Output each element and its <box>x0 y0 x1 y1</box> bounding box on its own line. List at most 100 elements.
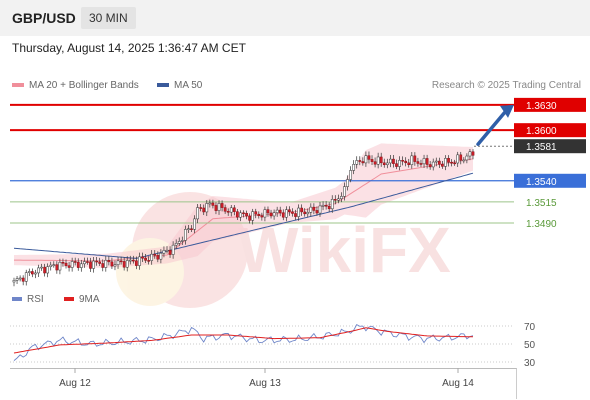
candle-body <box>337 198 340 201</box>
legend-rsi-label: RSI <box>27 294 44 305</box>
legend-ma50-label: MA 50 <box>174 80 203 91</box>
candle-body <box>419 163 423 165</box>
candle-body <box>180 240 184 242</box>
candle-body <box>450 161 453 164</box>
candle-body <box>119 260 123 263</box>
candle-body <box>257 213 261 216</box>
candle-body <box>434 160 438 163</box>
price-label-1-3630: 1.3630 <box>514 97 586 112</box>
candle-body <box>177 241 181 244</box>
candle-body <box>122 261 126 268</box>
candle-body <box>278 209 282 213</box>
candle-body <box>382 162 386 166</box>
candle-body <box>113 264 117 267</box>
candle-body <box>217 203 221 211</box>
candle-body <box>107 259 111 263</box>
rsi-tick-70: 70 <box>524 322 536 333</box>
candle-body <box>52 264 56 266</box>
candle-body <box>465 155 469 161</box>
x-label-Aug-13: Aug 13 <box>249 378 281 389</box>
candle-body <box>15 278 19 281</box>
candle-body <box>223 207 227 212</box>
candle-body <box>291 211 294 214</box>
candle-body <box>468 151 472 157</box>
candle-body <box>370 159 374 162</box>
candle-body <box>31 271 34 275</box>
candle-body <box>275 209 279 213</box>
candle-body <box>407 162 411 165</box>
candle-body <box>309 206 313 213</box>
candle-body <box>245 212 248 217</box>
x-label-Aug-12: Aug 12 <box>59 378 91 389</box>
rsi-tick-30: 30 <box>524 358 536 369</box>
candle-body <box>361 161 365 164</box>
rsi-line <box>13 323 474 361</box>
price-label-bg <box>514 97 586 112</box>
candle-body <box>58 262 62 271</box>
ma9-swatch <box>64 297 74 302</box>
candle-body <box>303 211 307 215</box>
price-label-text: 1.3630 <box>526 101 557 112</box>
candle-body <box>205 203 209 213</box>
candle-body <box>128 259 132 262</box>
candle-body <box>64 262 68 266</box>
candle-body <box>431 161 435 168</box>
price-label-text: 1.3540 <box>526 177 557 188</box>
candle-body <box>404 160 408 164</box>
candle-body <box>229 207 233 213</box>
legend-ma20: MA 20 + Bollinger Bands <box>12 80 139 91</box>
candle-body <box>385 162 389 166</box>
candle-body <box>392 158 395 164</box>
candle-body <box>321 204 325 207</box>
candle-body <box>236 211 239 218</box>
candle-body <box>462 159 466 162</box>
candle-body <box>138 256 141 266</box>
price-label-1-3515: 1.3515 <box>526 198 557 209</box>
price-label-1-3581: 1.3581 <box>514 139 586 154</box>
candle-body <box>349 170 352 180</box>
candle-body <box>437 160 441 165</box>
candle-body <box>300 207 303 213</box>
candle-body <box>190 228 193 230</box>
candle-body <box>416 161 420 164</box>
candle-body <box>24 272 28 282</box>
candle-body <box>379 156 383 164</box>
candle-body <box>422 158 426 165</box>
candle-body <box>156 255 160 260</box>
candle-body <box>239 212 242 218</box>
candle-body <box>98 261 102 264</box>
candle-body <box>70 261 74 268</box>
candle-body <box>401 160 404 162</box>
time-axis-frame <box>10 368 517 399</box>
candle-body <box>86 261 89 263</box>
candle-body <box>220 203 224 208</box>
candle-body <box>373 161 377 165</box>
candle-body <box>174 243 178 246</box>
credit-text: Research © 2025 Trading Central <box>431 80 581 91</box>
x-label-Aug-14: Aug 14 <box>442 378 474 389</box>
candle-body <box>306 212 310 215</box>
candle-body <box>43 266 46 274</box>
candle-body <box>34 272 37 275</box>
candle-body <box>263 209 267 218</box>
candle-body <box>333 199 337 201</box>
price-label-text: 1.3600 <box>526 126 557 137</box>
candle-body <box>55 264 59 271</box>
candle-body <box>110 261 114 267</box>
candle-body <box>294 213 297 217</box>
candle-body <box>12 280 16 283</box>
candle-body <box>251 211 255 221</box>
candle-body <box>92 260 95 269</box>
candle-body <box>18 277 22 280</box>
candle-body <box>73 261 77 263</box>
candles <box>12 149 475 287</box>
candle-body <box>425 158 429 165</box>
candle-body <box>254 211 258 215</box>
timeframe-button[interactable]: 30 MIN <box>81 7 136 29</box>
legend-ma9-label: 9MA <box>79 294 100 305</box>
candle-body <box>159 252 163 260</box>
candle-body <box>40 266 43 269</box>
chart-header: GBP/USD 30 MIN <box>0 0 590 36</box>
rsi-ma9-line <box>13 327 474 354</box>
